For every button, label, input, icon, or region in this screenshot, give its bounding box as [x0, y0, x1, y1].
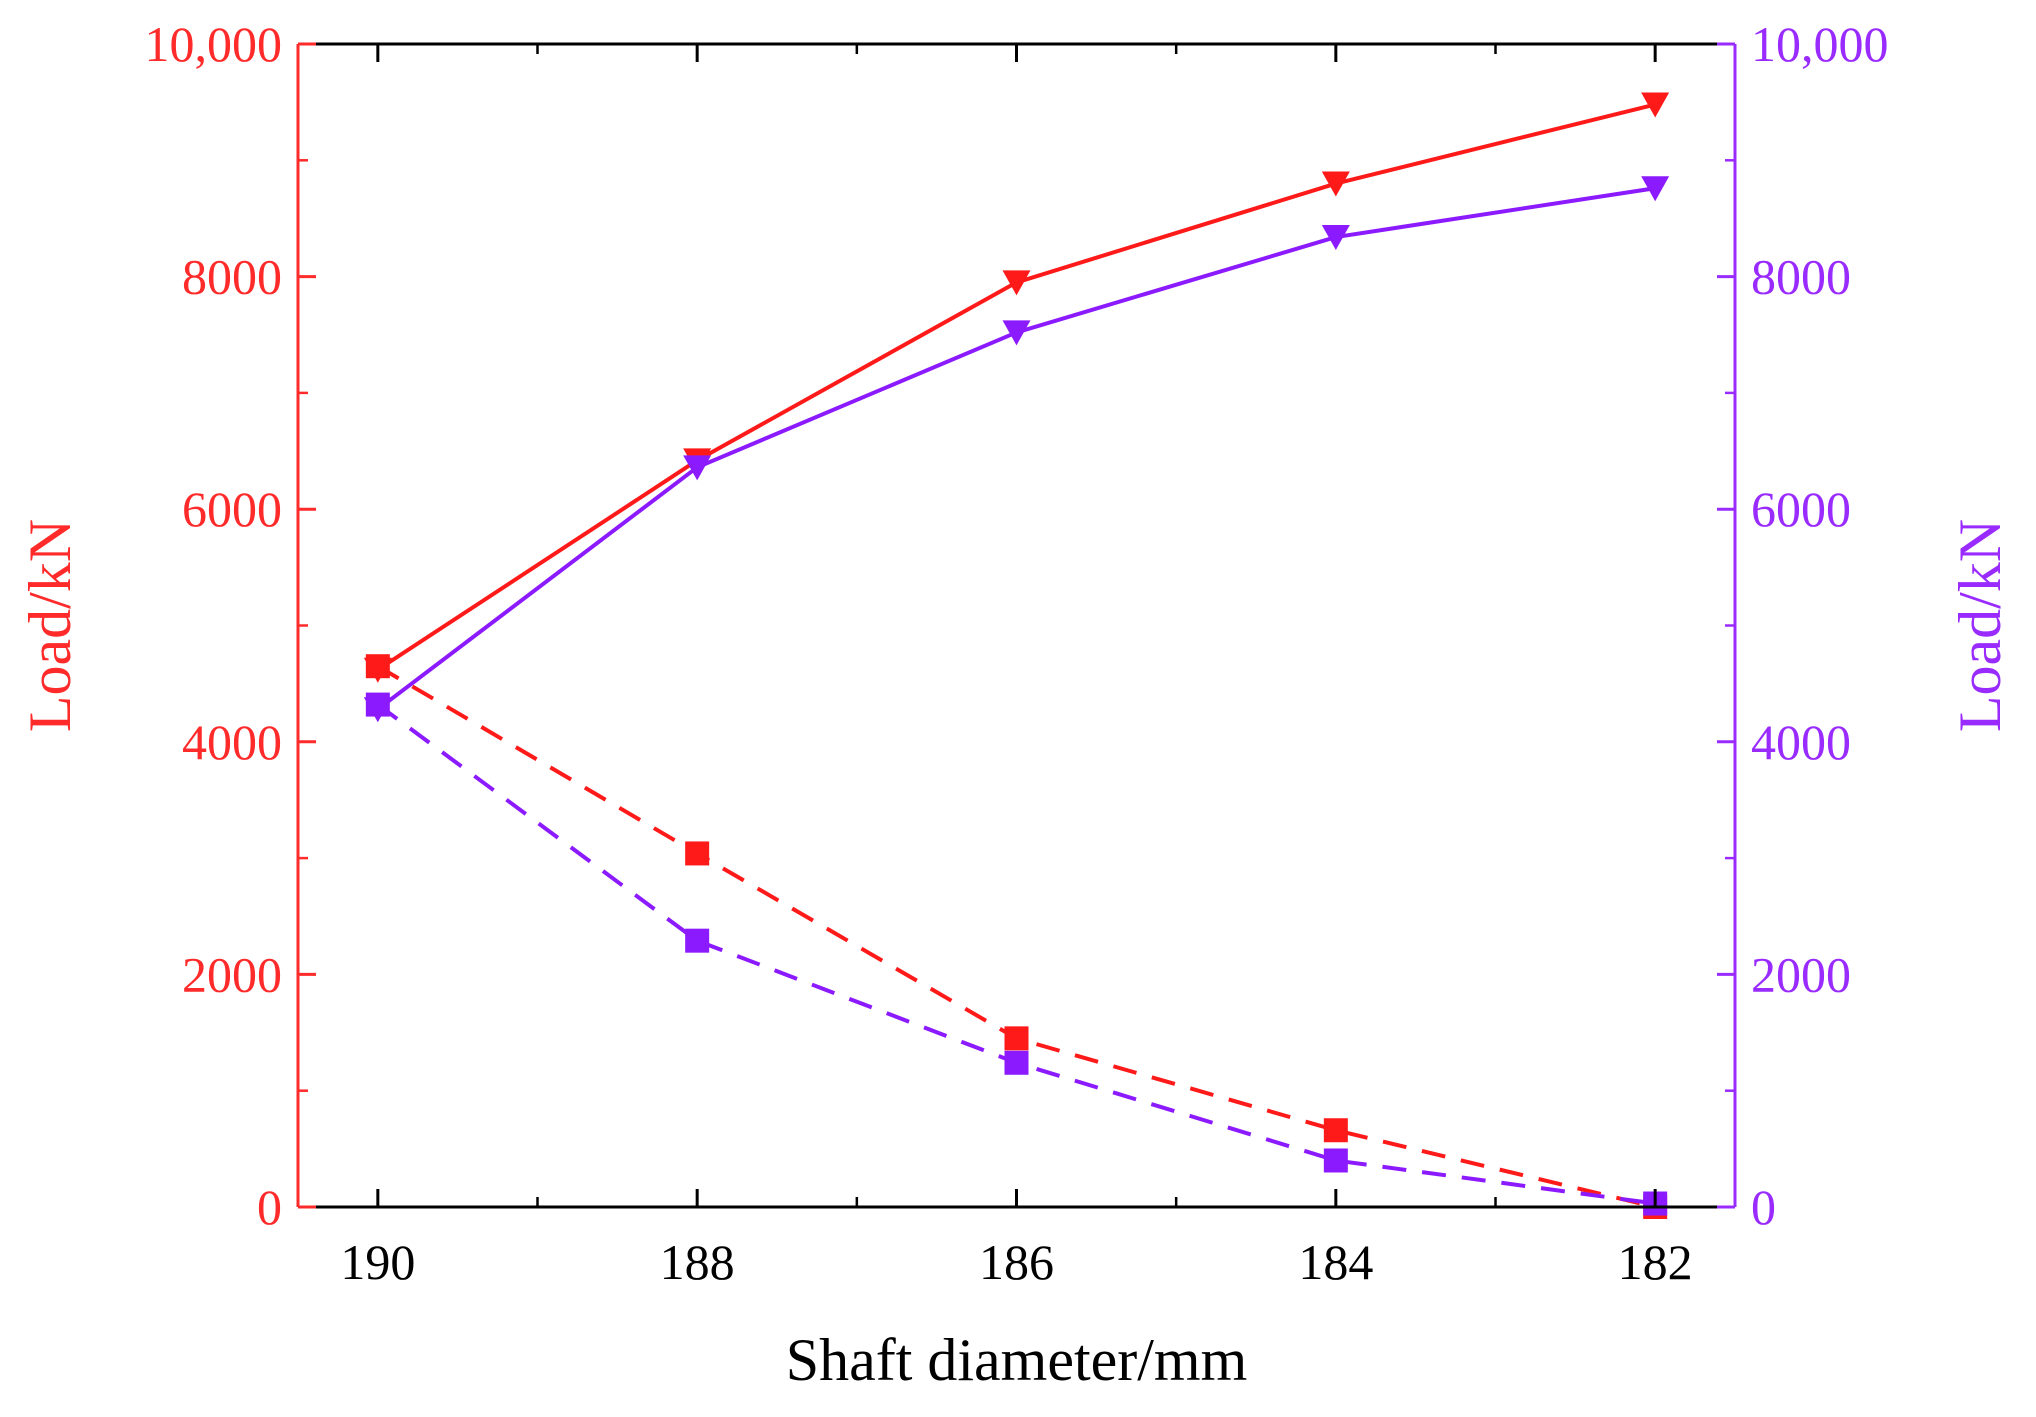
data-point-red-square-dashed: [685, 841, 710, 866]
series-line-purple-triangle-solid: [376, 186, 1656, 711]
tick-labels-group: 0 0 2000 2000 4000 4000 6000 6000 8000 8000 10,000…: [145, 16, 1889, 1290]
data-point-red-square-dashed: [365, 654, 390, 679]
data-point-purple-triangle-solid: [1002, 320, 1031, 346]
data-point-purple-square-dashed: [1004, 1050, 1029, 1075]
series-line-red-triangle-solid: [376, 102, 1656, 672]
data-point-purple-triangle-solid: [1641, 176, 1670, 202]
y-tick-label-right: 8000: [1751, 249, 1851, 305]
data-point-red-triangle-solid: [1641, 92, 1670, 118]
y-tick-label-right: 10,000: [1751, 16, 1889, 72]
data-point-purple-square-dashed: [1323, 1148, 1348, 1173]
y-tick-label-left: 6000: [182, 481, 282, 537]
series-line-red-square-dashed: [376, 664, 1656, 1209]
x-tick-label: 182: [1618, 1234, 1693, 1290]
y-axis-title-right: Load/kN: [1947, 519, 2013, 732]
y-tick-label-right: 0: [1751, 1179, 1776, 1235]
axes-group: [296, 42, 1737, 1209]
y-tick-label-left: 10,000: [145, 16, 283, 72]
y-tick-label-right: 2000: [1751, 946, 1851, 1002]
y-tick-label-left: 2000: [182, 946, 282, 1002]
data-point-purple-square-dashed: [685, 928, 710, 953]
x-tick-label: 184: [1298, 1234, 1373, 1290]
x-tick-label: 186: [979, 1234, 1054, 1290]
data-point-purple-triangle-solid: [683, 455, 712, 481]
data-point-red-square-dashed: [1323, 1118, 1348, 1143]
y-tick-label-left: 8000: [182, 249, 282, 305]
x-tick-label: 188: [660, 1234, 735, 1290]
data-point-red-square-dashed: [1004, 1026, 1029, 1051]
x-axis-title: Shaft diameter/mm: [786, 1327, 1248, 1393]
series-group: [363, 92, 1670, 1219]
y-axis-title-left: Load/kN: [17, 519, 83, 732]
y-tick-label-left: 0: [257, 1179, 282, 1235]
data-point-red-triangle-solid: [1321, 171, 1350, 197]
y-tick-label-left: 4000: [182, 714, 282, 770]
data-point-purple-square-dashed: [365, 692, 390, 717]
y-tick-label-right: 6000: [1751, 481, 1851, 537]
data-point-purple-triangle-solid: [1321, 225, 1350, 251]
y-tick-label-right: 4000: [1751, 714, 1851, 770]
data-point-red-triangle-solid: [1002, 270, 1031, 296]
x-tick-label: 190: [340, 1234, 415, 1290]
